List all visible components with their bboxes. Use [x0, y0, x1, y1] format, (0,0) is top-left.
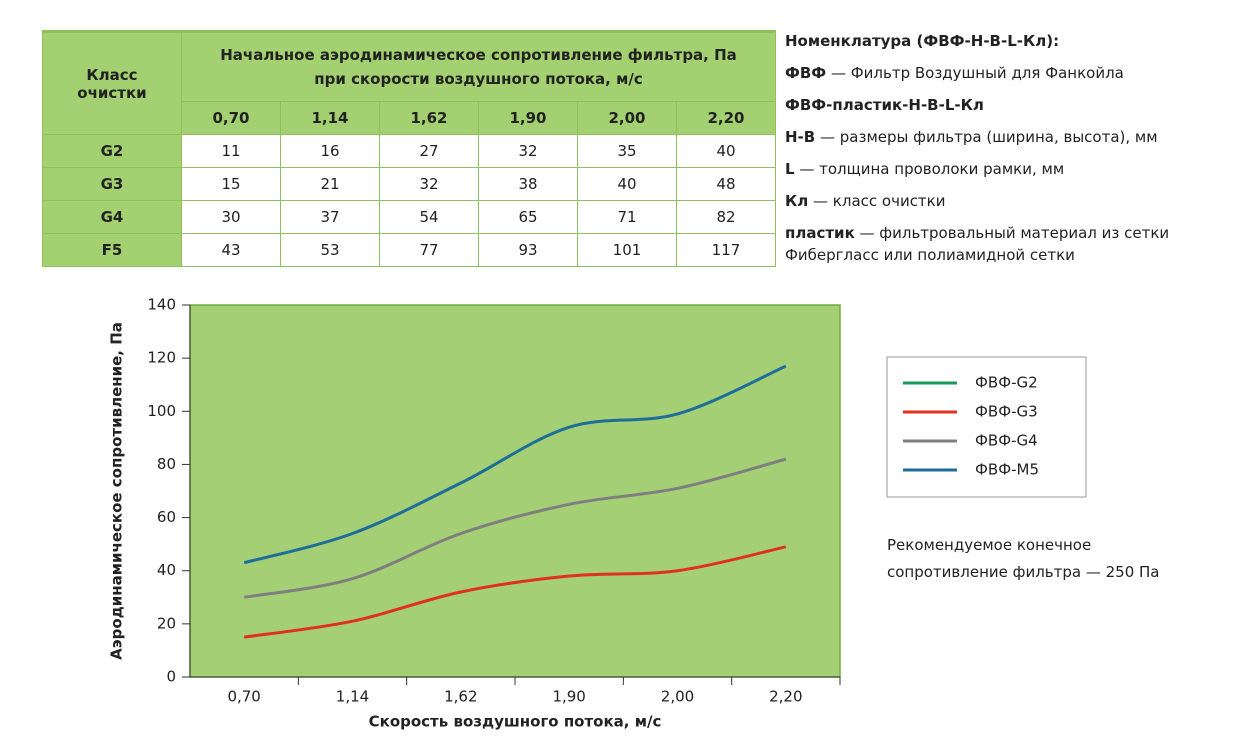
nomenclature-item: ФВФ-пластик-Н-В-L-Кл [785, 94, 1225, 116]
legend-label: ФВФ-G2 [975, 374, 1038, 392]
y-tick-label: 80 [157, 455, 176, 473]
nomenclature-item: L — толщина проволоки рамки, мм [785, 158, 1225, 180]
y-tick-label: 60 [157, 508, 176, 526]
class-header: Класс очистки [42, 31, 182, 135]
y-tick-label: 40 [157, 561, 176, 579]
data-row: G2 11 16 27 32 35 40 [42, 134, 776, 168]
cell: 65 [478, 200, 578, 234]
nomenclature-item: ФВФ — Фильтр Воздушный для Фанкойла [785, 62, 1225, 84]
term: ФВФ [785, 64, 827, 82]
x-tick-label: 2,20 [769, 688, 802, 706]
term: Кл [785, 192, 809, 210]
header-row: Класс очистки Начальное аэродинамическое … [42, 31, 776, 135]
x-tick-label: 1,90 [552, 688, 585, 706]
definition: — фильтровальный материал из сетки Фибер… [785, 224, 1170, 264]
x-tick-label: 1,14 [336, 688, 369, 706]
cell: 101 [577, 233, 677, 267]
data-table: Класс очистки Начальное аэродинамическое … [42, 30, 776, 267]
speed: 1,62 [379, 101, 479, 135]
series-line [243, 545, 787, 639]
y-tick-label: 140 [147, 296, 176, 314]
speed: 0,70 [181, 101, 281, 135]
title-line: при скорости воздушного потока, м/с [314, 70, 643, 88]
definition: — толщина проволоки рамки, мм [799, 160, 1065, 178]
plot-area [189, 304, 841, 678]
nomenclature-item: Кл — класс очистки [785, 190, 1225, 212]
nomenclature: Номенклатура (ФВФ-Н-В-L-Кл): ФВФ — Фильт… [785, 30, 1225, 276]
term: пластик [785, 224, 855, 242]
legend-label: ФВФ-M5 [975, 461, 1039, 479]
nomenclature-title: Номенклатура (ФВФ-Н-В-L-Кл): [785, 32, 1060, 50]
nomenclature-item: пластик — фильтровальный материал из сет… [785, 222, 1225, 266]
term: L [785, 160, 795, 178]
row-class: G3 [42, 167, 182, 201]
term: Н-В [785, 128, 816, 146]
x-axis-label: Скорость воздушного потока, м/с [369, 713, 662, 731]
speed-row: 0,70 1,14 1,62 1,90 2,00 2,20 [43, 101, 776, 135]
data-row: F5 43 53 77 93 101 117 [42, 233, 776, 267]
cell: 16 [280, 134, 380, 168]
speed: 1,90 [478, 101, 578, 135]
y-tick-label: 100 [147, 402, 176, 420]
definition: — Фильтр Воздушный для Фанкойла [830, 64, 1124, 82]
legend-box [886, 356, 1087, 498]
nomenclature-item: Н-В — размеры фильтра (ширина, высота), … [785, 126, 1225, 148]
cell: 48 [676, 167, 776, 201]
definition: — размеры фильтра (ширина, высота), мм [820, 128, 1158, 146]
title-line: Начальное аэродинамическое сопротивление… [220, 46, 737, 64]
cell: 117 [676, 233, 776, 267]
x-tick-label: 2,00 [661, 688, 694, 706]
series-line [243, 364, 787, 565]
cell: 77 [379, 233, 479, 267]
data-row: G4 30 37 54 65 71 82 [42, 200, 776, 234]
y-axis-label: Аэродинамическое сопротивление, Па [108, 322, 126, 660]
definition: — класс очистки [813, 192, 946, 210]
legend-label: ФВФ-G3 [975, 403, 1038, 421]
row-class: F5 [42, 233, 182, 267]
cell: 11 [181, 134, 281, 168]
term: ФВФ-пластик-Н-В-L-Кл [785, 96, 984, 114]
cell: 43 [181, 233, 281, 267]
speed: 2,20 [676, 101, 776, 135]
note: Рекомендуемое конечное сопротивление фил… [887, 536, 1160, 581]
y-tick-label: 20 [157, 614, 176, 632]
table-title: Начальное аэродинамическое сопротивление… [181, 31, 776, 102]
x-tick-label: 1,62 [444, 688, 477, 706]
cell: 15 [181, 167, 281, 201]
row-class: G2 [42, 134, 182, 168]
cell: 21 [280, 167, 380, 201]
speed: 2,00 [577, 101, 677, 135]
speed: 1,14 [280, 101, 380, 135]
legend-label: ФВФ-G4 [975, 432, 1038, 450]
cell: 40 [676, 134, 776, 168]
series-line [243, 457, 787, 599]
y-tick-label: 0 [166, 668, 176, 686]
cell: 37 [280, 200, 380, 234]
cell: 53 [280, 233, 380, 267]
row-class: G4 [42, 200, 182, 234]
cell: 93 [478, 233, 578, 267]
x-tick-label: 0,70 [227, 688, 260, 706]
y-tick-label: 120 [147, 349, 176, 367]
